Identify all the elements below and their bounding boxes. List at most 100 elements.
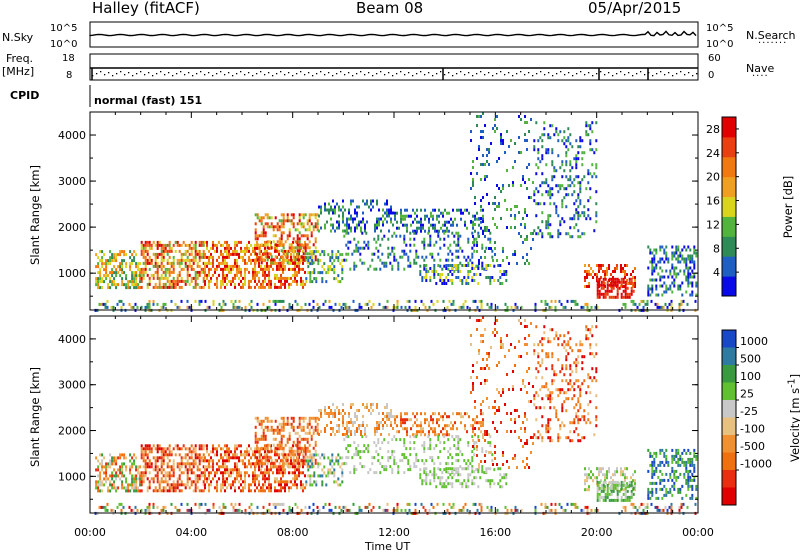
rti-cell (121, 280, 124, 284)
rti-cell (196, 249, 199, 253)
nave-dot (560, 71, 562, 73)
rti-cell (204, 299, 207, 303)
rti-cell (563, 142, 566, 146)
rti-cell (664, 302, 667, 306)
rti-cell (467, 261, 470, 265)
rti-cell (409, 441, 412, 445)
rti-cell (524, 115, 526, 118)
rti-cell (270, 458, 273, 462)
rti-cell (270, 489, 272, 493)
rti-cell (296, 461, 299, 465)
rti-cell (491, 255, 494, 259)
rti-cell (557, 235, 560, 239)
rti-cell (280, 279, 282, 283)
rti-cell (516, 205, 518, 208)
rti-cell (312, 299, 315, 303)
rti-cell (425, 276, 428, 279)
rti-cell (457, 453, 460, 457)
rti-cell (322, 302, 325, 306)
rti-cell (234, 465, 236, 469)
rti-cell (154, 270, 157, 274)
rti-cell (391, 450, 394, 454)
rti-cell (140, 285, 143, 289)
rti-cell (680, 302, 683, 306)
rti-cell (429, 243, 432, 247)
rti-cell (583, 214, 586, 218)
rti-cell (198, 462, 201, 466)
rti-cell (176, 279, 179, 283)
rti-cell (380, 421, 382, 424)
rti-cell (300, 480, 302, 484)
rti-cell (135, 468, 138, 472)
rti-cell (620, 295, 623, 299)
nave-dot (372, 75, 374, 77)
rti-cell (321, 468, 324, 472)
rti-cell (357, 450, 360, 454)
rti-cell (117, 271, 120, 275)
rti-cell (391, 468, 394, 472)
rti-cell (109, 286, 112, 290)
rti-cell (327, 456, 330, 460)
rti-cell (337, 459, 340, 463)
rti-cell (210, 483, 212, 487)
rti-cell (335, 253, 338, 257)
rti-cell (441, 476, 444, 480)
rti-cell (150, 465, 153, 469)
rti-cell (278, 468, 280, 472)
rti-cell (204, 444, 206, 448)
rti-cell (480, 130, 482, 133)
rti-cell (115, 459, 118, 463)
rti-cell (107, 489, 110, 493)
rti-cell (432, 208, 434, 212)
rti-cell (101, 483, 104, 487)
rti-cell (394, 211, 396, 215)
rti-cell (393, 246, 396, 250)
rti-cell (337, 250, 340, 254)
rti-cell (437, 234, 440, 238)
rti-cell (262, 431, 265, 435)
rti-cell (244, 270, 246, 274)
rti-cell (294, 246, 297, 250)
rti-cell (101, 259, 104, 263)
rti-cell (148, 471, 151, 475)
rti-cell (651, 284, 654, 288)
rti-cell (433, 479, 436, 483)
nave-dot (136, 73, 138, 75)
rti-cell (180, 267, 183, 271)
rti-cell (142, 456, 145, 460)
rti-cell (111, 462, 114, 466)
rti-cell (427, 473, 430, 477)
rti-cell (579, 235, 582, 239)
rti-cell (452, 220, 454, 224)
rti-cell (401, 459, 404, 463)
rti-cell (420, 412, 422, 416)
rti-cell (506, 169, 508, 172)
rti-cell (99, 480, 102, 484)
rti-cell (313, 268, 316, 272)
rti-cell (186, 477, 189, 481)
rti-cell (290, 267, 292, 271)
rti-cell (473, 279, 476, 282)
rti-cell (608, 277, 611, 281)
rti-cell (675, 257, 678, 261)
rti-cell (302, 255, 304, 259)
rti-cell (467, 473, 470, 477)
rti-cell (316, 213, 319, 217)
rti-cell (274, 419, 277, 423)
rti-cell (596, 283, 599, 287)
rti-cell (567, 193, 570, 197)
rti-cell (216, 249, 218, 253)
rti-cell (168, 489, 171, 493)
rti-cell (579, 214, 582, 218)
rti-cell (266, 246, 269, 250)
rti-cell (276, 225, 279, 229)
rti-cell (413, 447, 416, 451)
rti-cell (260, 464, 263, 468)
nsearch-tick-top: 10^5 (706, 23, 734, 34)
rti-cell (470, 424, 472, 427)
rti-cell (264, 234, 267, 238)
rti-cell (345, 456, 348, 460)
rti-cell (288, 480, 290, 484)
rti-cell (196, 480, 199, 484)
rti-cell (559, 130, 562, 134)
